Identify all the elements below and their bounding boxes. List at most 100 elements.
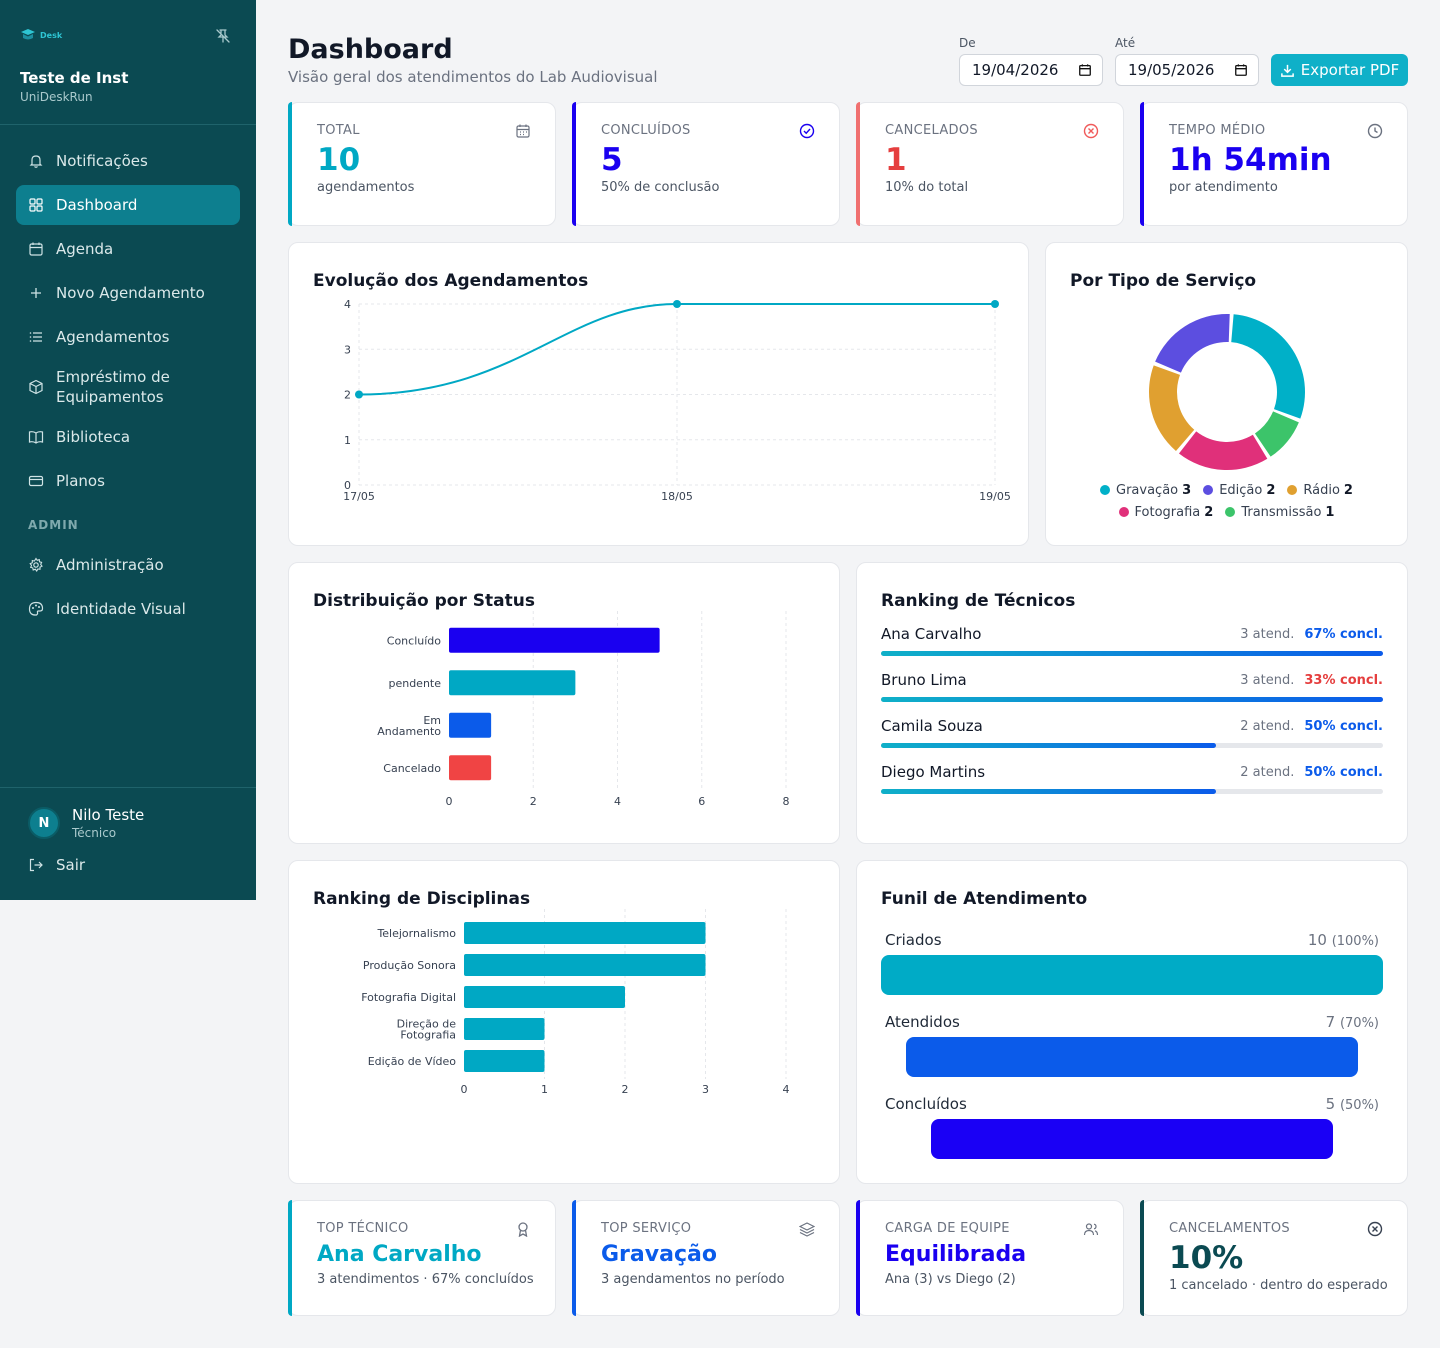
- disciplinas-panel: Ranking de Disciplinas 0 1 2 3 4 Telejornalis…: [288, 860, 840, 1184]
- funil-bar[interactable]: [931, 1119, 1333, 1159]
- export-pdf-button[interactable]: Exportar PDF: [1271, 54, 1408, 86]
- date-from-value: 19/04/2026: [972, 61, 1059, 79]
- donut-slice[interactable]: [1149, 365, 1195, 451]
- sidebar-item-identidade-visual[interactable]: Identidade Visual: [16, 589, 240, 629]
- sidebar-item-administracao[interactable]: Administração: [16, 545, 240, 585]
- bar[interactable]: [464, 1050, 545, 1072]
- calendar-icon: [28, 241, 44, 257]
- stat-accent: [288, 102, 292, 226]
- bar[interactable]: [464, 954, 706, 976]
- stat-card-cancelamentos: CANCELAMENTOS 10% 1 cancelado · dentro d…: [1140, 1200, 1408, 1316]
- bar[interactable]: [449, 627, 660, 653]
- stat-card-top-tecnico: TOP TÉCNICO Ana Carvalho 3 atendimentos …: [288, 1200, 556, 1316]
- date-from-group: De 19/04/2026: [959, 36, 1103, 86]
- x-tick-label: 0: [446, 795, 453, 808]
- tecnico-concl: 67% concl.: [1304, 627, 1383, 642]
- stat-accent: [856, 102, 860, 226]
- legend-item-edicao[interactable]: Edição 2: [1203, 483, 1275, 498]
- tecnico-atend: 3 atend.: [1240, 673, 1295, 688]
- logout-button[interactable]: Sair: [28, 856, 85, 874]
- sidebar: Desk Teste de Inst UniDeskRun Notificaçõ…: [0, 0, 256, 900]
- data-point[interactable]: [673, 300, 681, 308]
- category-label: Edição de Vídeo: [368, 1055, 457, 1068]
- layers-icon: [799, 1222, 815, 1237]
- unpin-icon[interactable]: [214, 27, 232, 45]
- org-subtitle: UniDeskRun: [20, 90, 93, 104]
- calendar-icon[interactable]: [1234, 63, 1248, 77]
- stat-card-carga-equipe: CARGA DE EQUIPE Equilibrada Ana (3) vs D…: [856, 1200, 1124, 1316]
- bar[interactable]: [464, 922, 706, 944]
- x-tick-label: 0: [461, 1083, 468, 1096]
- sidebar-item-notificacoes[interactable]: Notificações: [16, 141, 240, 181]
- sidebar-item-label: Novo Agendamento: [56, 284, 205, 302]
- donut-slice[interactable]: [1155, 314, 1230, 373]
- sidebar-item-agenda[interactable]: Agenda: [16, 229, 240, 269]
- x-tick-label: 2: [622, 1083, 629, 1096]
- stat-value: 1h 54min: [1169, 142, 1332, 178]
- stat-accent: [1140, 1200, 1144, 1316]
- sidebar-item-biblioteca[interactable]: Biblioteca: [16, 417, 240, 457]
- sidebar-item-label: Empréstimo de Equipamentos: [56, 368, 170, 406]
- sidebar-item-planos[interactable]: Planos: [16, 461, 240, 501]
- date-to-label: Até: [1115, 36, 1136, 50]
- donut-slice[interactable]: [1254, 411, 1299, 457]
- stat-value: 1: [885, 142, 907, 178]
- tipo-servico-panel: Por Tipo de Serviço Gravação 3 Edição 2 Rá…: [1045, 242, 1408, 546]
- stat-sub: 3 atendimentos · 67% concluídos: [317, 1272, 534, 1287]
- legend-item-gravacao[interactable]: Gravação 3: [1100, 483, 1191, 498]
- user-profile[interactable]: N Nilo Teste Técnico: [28, 806, 144, 840]
- x-circle-icon: [1367, 1221, 1383, 1237]
- clock-icon: [1367, 123, 1383, 139]
- stat-label: TEMPO MÉDIO: [1169, 123, 1266, 138]
- logo[interactable]: Desk: [20, 28, 62, 42]
- funil-bar[interactable]: [906, 1037, 1358, 1077]
- sidebar-item-emprestimo[interactable]: Empréstimo de Equipamentos: [16, 361, 240, 413]
- data-point[interactable]: [355, 390, 363, 399]
- sidebar-item-novo-agendamento[interactable]: Novo Agendamento: [16, 273, 240, 313]
- date-to-input[interactable]: 19/05/2026: [1115, 54, 1259, 86]
- stat-label: TOTAL: [317, 123, 360, 138]
- bar[interactable]: [449, 712, 492, 738]
- stat-accent: [1140, 102, 1144, 226]
- donut-slice[interactable]: [1178, 431, 1268, 470]
- x-tick-label: 3: [702, 1083, 709, 1096]
- ranking-tecnicos-panel: Ranking de Técnicos Ana Carvalho 3 atend.…: [856, 562, 1408, 844]
- logout-icon: [28, 857, 44, 873]
- stat-accent: [288, 1200, 292, 1316]
- legend-item-transmissao[interactable]: Transmissão 1: [1225, 505, 1334, 520]
- y-tick-label: 4: [344, 298, 351, 311]
- bar[interactable]: [449, 670, 576, 696]
- donut-slice[interactable]: [1231, 314, 1305, 419]
- calendar-icon[interactable]: [1078, 63, 1092, 77]
- tecnico-meta: 3 atend. 67% concl.: [1240, 627, 1383, 642]
- ranking-row: Bruno Lima 3 atend. 33% concl.: [881, 671, 1383, 702]
- tecnico-meta: 3 atend. 33% concl.: [1240, 673, 1383, 688]
- category-label: Em Andamento: [377, 714, 441, 738]
- progress-track: [881, 743, 1383, 748]
- date-from-input[interactable]: 19/04/2026: [959, 54, 1103, 86]
- page-subtitle: Visão geral dos atendimentos do Lab Audi…: [288, 68, 658, 86]
- legend-item-fotografia[interactable]: Fotografia 2: [1118, 505, 1213, 520]
- y-tick-label: 3: [344, 343, 351, 356]
- funil-value: 7 (70%): [1325, 1013, 1379, 1031]
- sidebar-divider: [0, 124, 256, 125]
- tecnico-concl: 50% concl.: [1304, 765, 1383, 780]
- ranking-row: Camila Souza 2 atend. 50% concl.: [881, 717, 1383, 748]
- bar[interactable]: [464, 986, 625, 1008]
- bar[interactable]: [449, 755, 492, 781]
- data-point[interactable]: [991, 300, 999, 308]
- stat-value: 5: [601, 142, 623, 178]
- x-tick-label: 2: [530, 795, 537, 808]
- user-name: Nilo Teste: [72, 806, 145, 824]
- sidebar-item-dashboard[interactable]: Dashboard: [16, 185, 240, 225]
- bar[interactable]: [464, 1018, 545, 1040]
- sidebar-item-agendamentos[interactable]: Agendamentos: [16, 317, 240, 357]
- stat-value: 10: [317, 142, 361, 178]
- x-tick-label: 8: [783, 795, 790, 808]
- evolucao-line-chart: 0 1 2 3 4 17/05 18/05 19/05: [343, 298, 1011, 503]
- funil-bar[interactable]: [881, 955, 1383, 995]
- legend-item-radio[interactable]: Rádio 2: [1287, 483, 1353, 498]
- sidebar-item-label: Biblioteca: [56, 428, 131, 446]
- y-tick-label: 2: [344, 389, 351, 402]
- funil-panel: Funil de Atendimento Criados 10 (100%) Ate…: [856, 860, 1408, 1184]
